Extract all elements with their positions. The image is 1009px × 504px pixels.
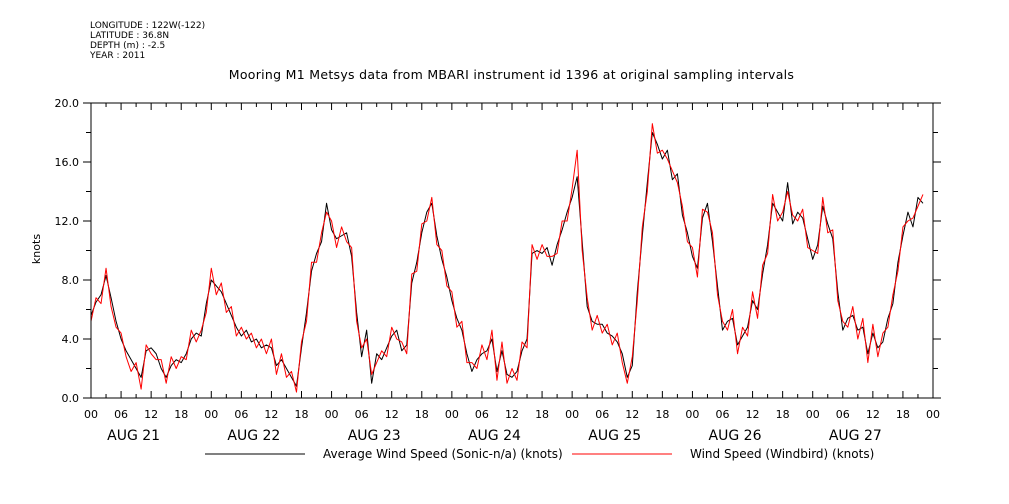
latitude-label: LATITUDE : 36.8N [90,31,170,41]
legend-label-windbird: Wind Speed (Windbird) (knots) [690,447,874,461]
x-tick-label: 06 [114,408,128,421]
tick-marks [83,102,941,399]
x-tick-label: 00 [806,408,820,421]
x-tick-label: 00 [445,408,459,421]
x-tick-label: 00 [325,408,339,421]
y-axis-title: knots [30,234,43,264]
day-label: AUG 22 [227,428,280,444]
y-tick-label: 4.0 [62,333,80,346]
x-tick-label: 12 [144,408,158,421]
x-tick-label: 00 [685,408,699,421]
x-tick-label: 18 [174,408,188,421]
day-label: AUG 23 [348,428,401,444]
x-tick-label: 12 [866,408,880,421]
y-tick-label: 8.0 [62,274,80,287]
x-tick-label: 18 [896,408,910,421]
x-tick-label: 12 [625,408,639,421]
x-tick-label: 12 [746,408,760,421]
y-tick-labels: 0.0 4.0 8.0 12.0 16.0 20.0 [55,97,80,405]
x-tick-labels: 00 06 12 18 00 06 12 18 00 06 12 18 00 06 12 18 00 06 12 18… [84,408,940,421]
y-tick-label: 0.0 [62,392,80,405]
year-label: YEAR : 2011 [90,51,146,61]
y-tick-label: 20.0 [55,97,80,110]
x-tick-label: 06 [716,408,730,421]
x-tick-label: 00 [204,408,218,421]
x-tick-label: 06 [836,408,850,421]
day-label: AUG 26 [709,428,762,444]
x-tick-label: 12 [264,408,278,421]
x-tick-label: 12 [385,408,399,421]
x-tick-label: 06 [355,408,369,421]
legend-label-average-wind: Average Wind Speed (Sonic-n/a) (knots) [323,447,563,461]
x-tick-label: 18 [776,408,790,421]
x-tick-label: 00 [926,408,940,421]
x-tick-label: 12 [505,408,519,421]
x-tick-label: 06 [475,408,489,421]
x-tick-label: 18 [535,408,549,421]
legend: Average Wind Speed (Sonic-n/a) (knots) W… [205,447,874,461]
x-tick-label: 06 [595,408,609,421]
x-tick-label: 18 [655,408,669,421]
longitude-label: LONGITUDE : 122W(-122) [90,21,206,31]
x-tick-label: 18 [415,408,429,421]
day-label: AUG 21 [107,428,160,444]
x-tick-label: 18 [295,408,309,421]
y-tick-label: 12.0 [55,215,80,228]
day-label: AUG 24 [468,428,521,444]
day-labels: AUG 21 AUG 22 AUG 23 AUG 24 AUG 25 AUG 26 AUG … [107,428,882,444]
series-line-average-wind [90,132,924,387]
x-tick-label: 00 [565,408,579,421]
depth-label: DEPTH (m) : -2.5 [90,41,166,51]
series-line-windbird [90,123,924,393]
day-label: AUG 25 [588,428,641,444]
day-label: AUG 27 [829,428,882,444]
chart-title: Mooring M1 Metsys data from MBARI instru… [228,67,795,82]
x-tick-label: 00 [84,408,98,421]
x-tick-label: 06 [234,408,248,421]
series-lines [90,123,924,393]
y-tick-label: 16.0 [55,156,80,169]
metadata-block: LONGITUDE : 122W(-122) LATITUDE : 36.8N … [90,21,205,61]
plot-frame [90,102,934,399]
